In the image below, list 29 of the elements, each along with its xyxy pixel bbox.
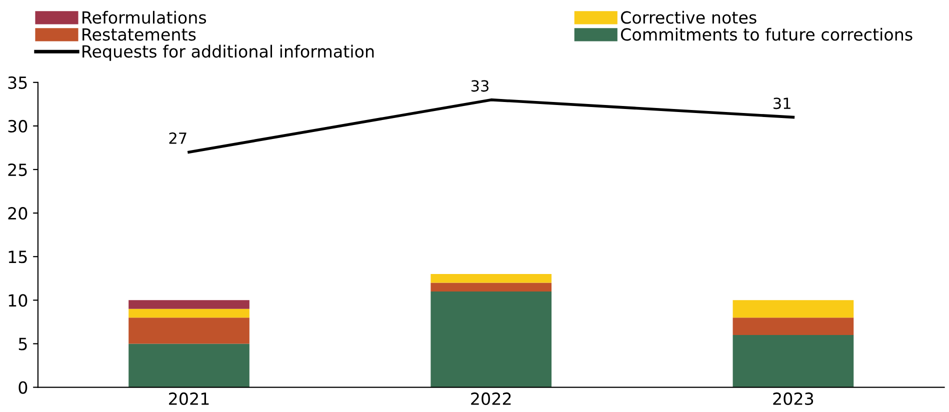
y-tick-label: 25 [8,163,27,176]
legend-label: Reformulations [82,10,206,24]
y-tick-label: 10 [8,294,28,307]
bar [732,335,854,388]
bar [732,318,854,336]
data-label: 31 [774,98,790,110]
data-label: 33 [471,80,488,92]
x-tick-label: 2023 [773,392,814,406]
bar [430,274,552,283]
bar [430,282,552,292]
legend-label: Restatements [82,28,196,41]
bar [732,300,854,318]
legend-label: Commitments to future corrections [620,28,912,41]
y-tick-label: 35 [8,76,27,89]
legend-label: Corrective notes [620,10,756,24]
bar [128,344,250,388]
data-label: 27 [169,132,186,144]
y-tick-label: 5 [18,338,27,350]
bar [128,308,250,318]
bar [128,300,250,309]
y-tick-label: 30 [8,120,28,133]
x-tick-label: 2022 [471,392,511,406]
y-tick-label: 15 [8,250,27,264]
bar [430,291,552,388]
bar [128,318,250,344]
y-tick-label: 0 [18,381,28,394]
legend-label: Requests for additional information [82,44,374,61]
y-tick-label: 20 [8,207,28,220]
x-tick-label: 2021 [169,392,209,406]
